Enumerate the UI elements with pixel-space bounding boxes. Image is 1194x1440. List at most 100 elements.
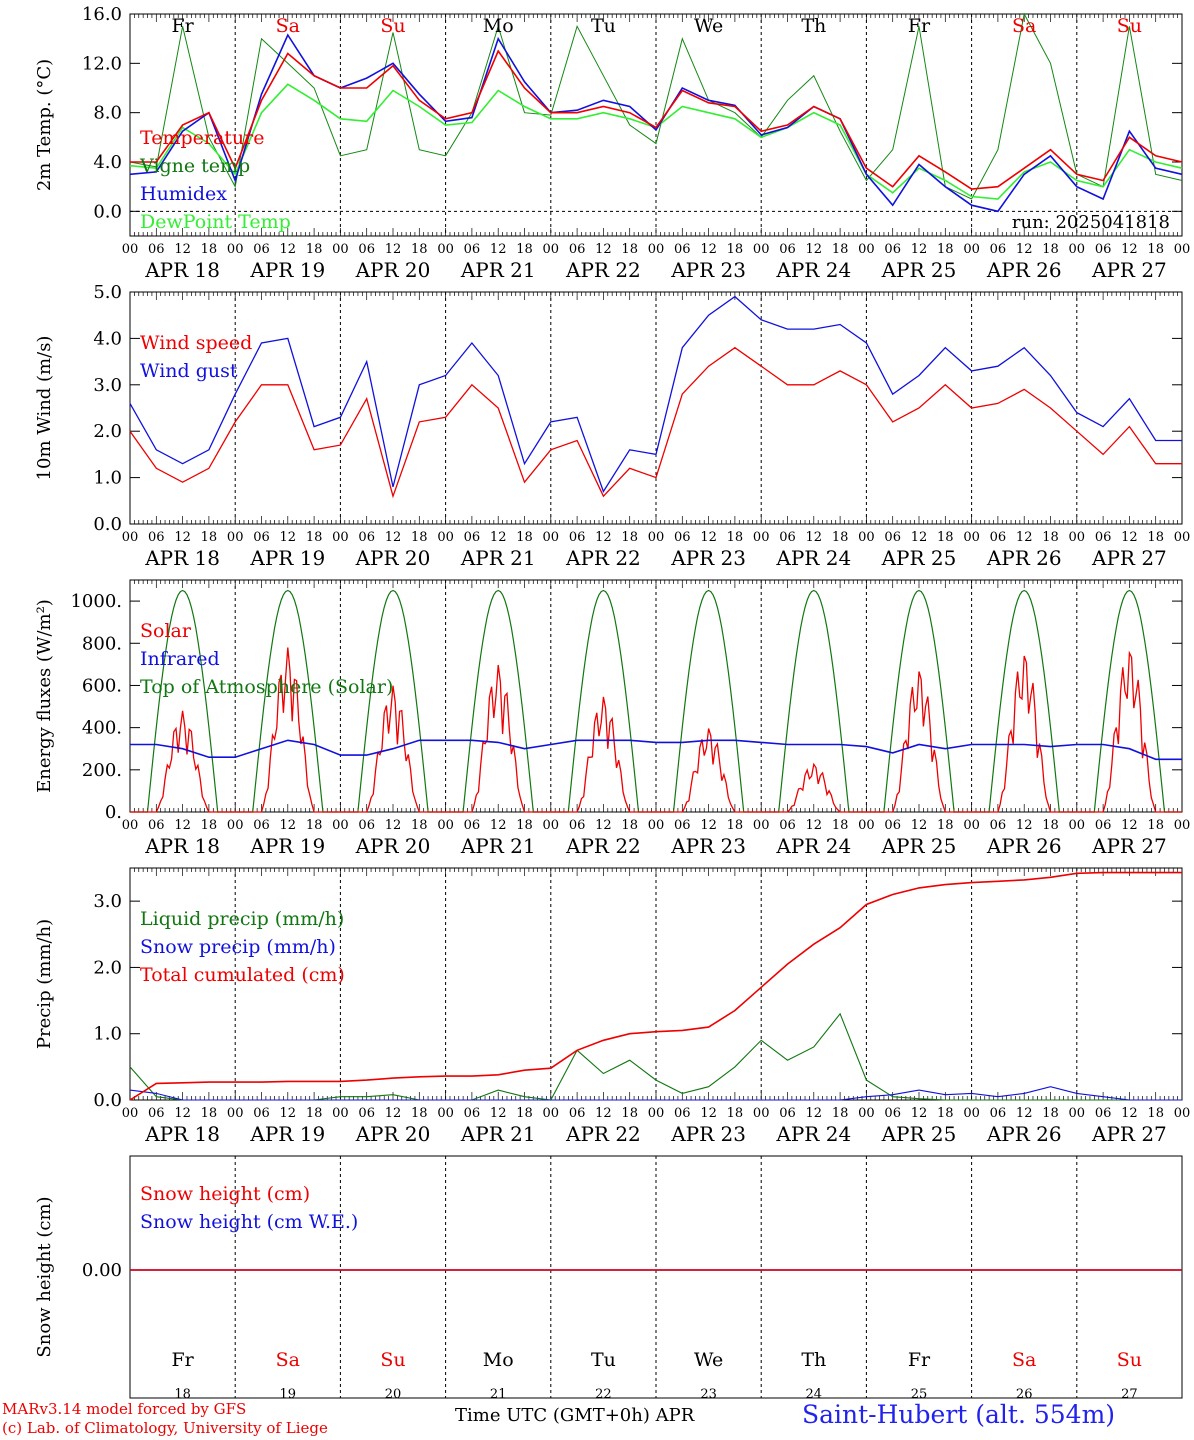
hour-tick-label: 06: [148, 530, 165, 545]
hour-tick-label: 12: [1016, 818, 1033, 833]
hour-tick-label: 00: [122, 1106, 139, 1121]
hour-tick-label: 18: [1147, 242, 1164, 257]
date-label: APR 21: [460, 1122, 536, 1146]
hour-tick-label: 06: [1095, 818, 1112, 833]
date-label: APR 21: [460, 834, 536, 858]
y-tick-label: 1.0: [93, 1024, 122, 1045]
date-label: APR 24: [775, 258, 851, 282]
hour-tick-label: 00: [332, 242, 349, 257]
hour-tick-label: 18: [201, 818, 218, 833]
date-label: APR 20: [355, 546, 431, 570]
day-of-week-label: Fr: [908, 15, 931, 37]
hour-tick-label: 18: [516, 530, 533, 545]
series-total-cumulated: [129, 871, 1182, 1101]
day-of-week-label: Sa: [1012, 1349, 1036, 1371]
hour-tick-label: 06: [990, 530, 1007, 545]
hour-tick-label: 12: [385, 530, 402, 545]
hour-tick-label: 18: [306, 530, 323, 545]
hour-tick-label: 06: [674, 1106, 691, 1121]
hour-tick-label: 00: [753, 818, 770, 833]
panel-5: 0.00 Snow height (cm) Snow height (cm) Snow…: [34, 1155, 1183, 1402]
hour-tick-label: 12: [174, 242, 191, 257]
hour-tick-label: 12: [1016, 1106, 1033, 1121]
hour-tick-label: 06: [884, 530, 901, 545]
hour-tick-label: 00: [122, 818, 139, 833]
legend-entry: Solar: [140, 620, 192, 642]
day-number-label: 22: [595, 1387, 612, 1402]
hour-tick-label: 12: [385, 242, 402, 257]
series-humidex: [129, 33, 1183, 213]
legend-entry: Temperature: [140, 127, 264, 149]
hour-tick-label: 12: [1016, 530, 1033, 545]
hour-tick-label: 12: [174, 1106, 191, 1121]
hour-tick-label: 00: [437, 1106, 454, 1121]
hour-tick-label: 00: [332, 818, 349, 833]
date-label: APR 18: [144, 1122, 220, 1146]
series-vigne-temp: [129, 12, 1183, 200]
hour-tick-label: 18: [1147, 1106, 1164, 1121]
y-axis-label: Snow height (cm): [34, 1196, 55, 1357]
day-of-week-label: Su: [1117, 15, 1142, 37]
hour-tick-label: 18: [727, 530, 744, 545]
day-number-label: 21: [490, 1387, 507, 1402]
y-tick-label: 2.0: [93, 957, 122, 978]
hour-tick-label: 06: [674, 818, 691, 833]
hour-tick-label: 12: [280, 530, 297, 545]
hour-tick-label: 12: [280, 242, 297, 257]
hour-tick-label: 00: [332, 530, 349, 545]
hour-tick-label: 12: [700, 242, 717, 257]
y-tick-label: 0.0: [93, 201, 122, 222]
hour-tick-label: 00: [1174, 530, 1191, 545]
day-of-week-label: Sa: [1012, 15, 1036, 37]
hour-tick-label: 18: [621, 242, 638, 257]
hour-tick-label: 12: [595, 818, 612, 833]
y-tick-label: 2.0: [93, 421, 122, 442]
date-label: APR 26: [986, 834, 1062, 858]
day-of-week-label: Su: [380, 1349, 405, 1371]
hour-tick-label: 12: [806, 1106, 823, 1121]
legend-entry: Infrared: [140, 648, 220, 670]
date-label: APR 20: [355, 834, 431, 858]
hour-tick-label: 12: [490, 1106, 507, 1121]
day-of-week-label: Th: [801, 15, 826, 37]
hour-tick-label: 00: [1069, 1106, 1086, 1121]
hour-tick-label: 06: [1095, 1106, 1112, 1121]
date-label: APR 27: [1091, 834, 1167, 858]
y-axis-label: 2m Temp. (°C): [34, 59, 55, 191]
date-label: APR 27: [1091, 258, 1167, 282]
hour-tick-label: 00: [543, 818, 560, 833]
legend-entry: Vigne temp: [139, 155, 250, 177]
date-label: APR 25: [881, 1122, 957, 1146]
hour-tick-label: 06: [779, 530, 796, 545]
hour-tick-label: 00: [648, 530, 665, 545]
hour-tick-label: 12: [806, 242, 823, 257]
y-tick-label: 0.: [105, 802, 122, 823]
hour-tick-label: 06: [990, 818, 1007, 833]
y-tick-label: 12.0: [82, 53, 122, 74]
hour-tick-label: 18: [411, 818, 428, 833]
hour-tick-label: 18: [1147, 818, 1164, 833]
hour-tick-label: 06: [569, 530, 586, 545]
hour-tick-label: 12: [174, 818, 191, 833]
hour-tick-label: 06: [884, 242, 901, 257]
hour-tick-label: 18: [832, 818, 849, 833]
date-label: APR 26: [986, 546, 1062, 570]
legend-entry: Total cumulated (cm): [140, 964, 345, 986]
y-tick-label: 3.0: [93, 891, 122, 912]
y-axis-label: Energy fluxes (W/m²): [34, 599, 55, 793]
y-tick-label: 200.: [82, 760, 122, 781]
hour-tick-label: 00: [858, 530, 875, 545]
hour-tick-label: 00: [332, 1106, 349, 1121]
date-label: APR 27: [1091, 546, 1167, 570]
day-of-week-label: Su: [1117, 1349, 1142, 1371]
day-of-week-label: We: [694, 15, 723, 37]
hour-tick-label: 00: [963, 818, 980, 833]
hour-tick-label: 18: [1042, 530, 1059, 545]
hour-tick-label: 06: [464, 1106, 481, 1121]
run-label: run: 2025041818: [1012, 212, 1170, 233]
hour-tick-label: 12: [490, 818, 507, 833]
hour-tick-label: 06: [1095, 530, 1112, 545]
hour-tick-label: 18: [727, 1106, 744, 1121]
